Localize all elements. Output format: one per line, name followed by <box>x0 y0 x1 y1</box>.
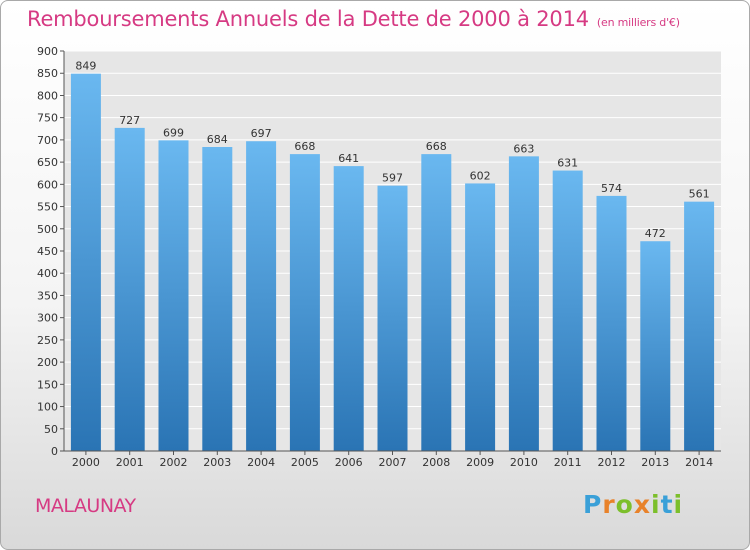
y-tick-label: 100 <box>37 401 58 414</box>
x-tick-label-2009: 2009 <box>466 456 494 469</box>
data-label-2006: 641 <box>338 152 359 165</box>
data-label-2002: 699 <box>163 126 184 139</box>
y-tick-label: 700 <box>37 134 58 147</box>
x-tick-label-2010: 2010 <box>510 456 538 469</box>
y-tick-label: 600 <box>37 178 58 191</box>
data-label-2012: 574 <box>601 182 622 195</box>
data-label-2014: 561 <box>689 188 710 201</box>
bar-2008 <box>421 154 452 451</box>
bar-2007 <box>377 185 408 451</box>
y-tick-label: 0 <box>51 445 58 458</box>
x-tick-label-2006: 2006 <box>335 456 363 469</box>
data-label-2005: 668 <box>294 140 315 153</box>
y-tick-label: 50 <box>44 423 58 436</box>
data-label-2007: 597 <box>382 172 403 185</box>
chart-title-text: Remboursements Annuels de la Dette de 20… <box>27 7 589 31</box>
data-label-2000: 849 <box>75 60 96 73</box>
data-label-2001: 727 <box>119 114 140 127</box>
y-tick-label: 350 <box>37 289 58 302</box>
y-tick-label: 200 <box>37 356 58 369</box>
x-tick-label-2002: 2002 <box>160 456 188 469</box>
data-label-2011: 631 <box>557 157 578 170</box>
y-tick-label: 750 <box>37 112 58 125</box>
data-label-2010: 663 <box>513 142 534 155</box>
x-tick-label-2005: 2005 <box>291 456 319 469</box>
bar-2012 <box>596 195 627 451</box>
x-tick-label-2008: 2008 <box>422 456 450 469</box>
chart-title: Remboursements Annuels de la Dette de 20… <box>27 7 680 31</box>
chart-unit: (en milliers d'€) <box>596 16 680 29</box>
data-label-2004: 697 <box>251 127 272 140</box>
bar-2000 <box>70 73 101 452</box>
x-tick-label-2001: 2001 <box>116 456 144 469</box>
city-name: MALAUNAY <box>35 495 136 517</box>
x-tick-label-2014: 2014 <box>685 456 713 469</box>
x-tick-label-2003: 2003 <box>203 456 231 469</box>
y-tick-label: 800 <box>37 89 58 102</box>
bar-2001 <box>114 127 145 451</box>
y-tick-label: 400 <box>37 267 58 280</box>
logo-letter: t <box>660 490 674 519</box>
logo-letter: i <box>673 490 684 519</box>
bar-2011 <box>552 170 583 452</box>
x-tick-label-2011: 2011 <box>554 456 582 469</box>
data-label-2013: 472 <box>645 227 666 240</box>
y-tick-label: 650 <box>37 156 58 169</box>
bar-2014 <box>684 201 715 451</box>
bar-2013 <box>640 241 671 451</box>
x-tick-label-2007: 2007 <box>379 456 407 469</box>
y-tick-label: 250 <box>37 334 58 347</box>
bar-2006 <box>333 166 364 451</box>
y-tick-label: 900 <box>37 45 58 58</box>
proxiti-logo: Proxiti <box>583 490 683 519</box>
y-tick-label: 550 <box>37 201 58 214</box>
bar-2003 <box>202 147 233 451</box>
x-tick-label-2013: 2013 <box>641 456 669 469</box>
x-tick-label-2004: 2004 <box>247 456 275 469</box>
data-label-2003: 684 <box>207 133 228 146</box>
y-tick-label: 850 <box>37 67 58 80</box>
x-tick-label-2000: 2000 <box>72 456 100 469</box>
logo-letter: o <box>615 490 634 519</box>
logo-letter: r <box>602 490 616 519</box>
y-tick-label: 450 <box>37 245 58 258</box>
logo-letter: i <box>651 490 661 519</box>
y-tick-label: 500 <box>37 223 58 236</box>
data-label-2008: 668 <box>426 140 447 153</box>
bar-2002 <box>158 140 189 452</box>
data-label-2009: 602 <box>470 169 491 182</box>
logo-letter: x <box>633 490 651 519</box>
bar-2009 <box>465 183 496 451</box>
bar-2005 <box>289 154 320 451</box>
bar-2004 <box>246 141 277 451</box>
logo-letter: P <box>583 490 603 519</box>
y-tick-label: 150 <box>37 378 58 391</box>
x-tick-label-2012: 2012 <box>598 456 626 469</box>
bar-2010 <box>508 156 539 452</box>
y-tick-label: 300 <box>37 312 58 325</box>
